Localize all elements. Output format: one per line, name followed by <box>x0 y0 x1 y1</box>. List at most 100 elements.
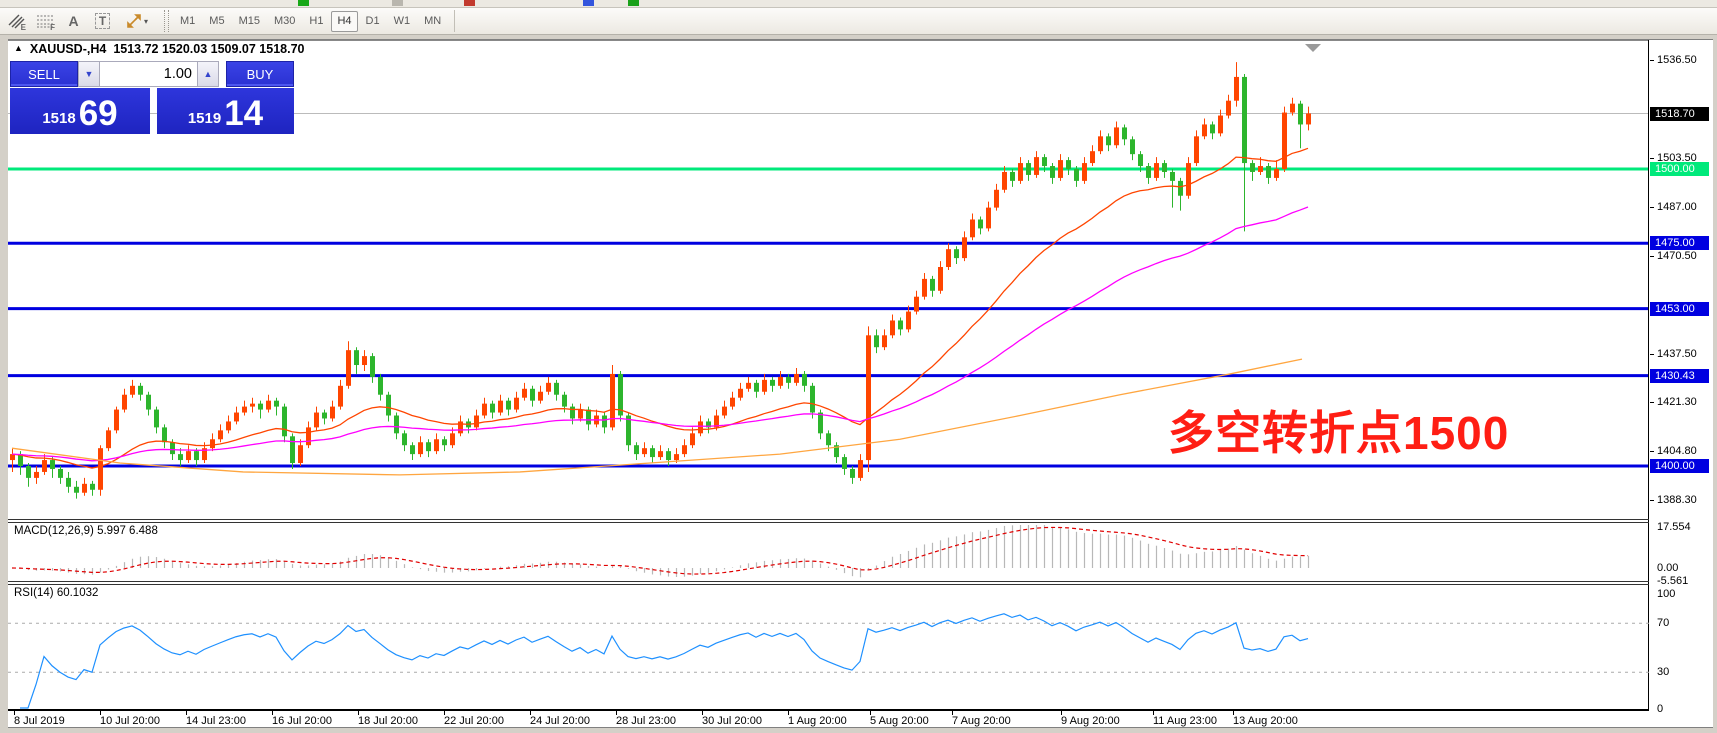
time-tick-mark <box>952 711 953 715</box>
price-tick-label: 1536.50 <box>1657 54 1697 67</box>
toolbar-separator <box>454 10 456 32</box>
chart-canvas[interactable] <box>8 40 1649 710</box>
arrows-button[interactable]: ▾ <box>118 10 156 33</box>
time-tick-label: 22 Jul 20:00 <box>444 715 504 727</box>
fibonacci-icon <box>36 13 54 29</box>
price-axis[interactable]: 1536.50 1503.50 1487.00 1470.50 1437.50 … <box>1650 40 1713 715</box>
sliver-icon <box>464 0 475 6</box>
buy-price-pips: 14 <box>224 94 264 134</box>
buy-price-stem: 1519 <box>187 110 222 127</box>
time-tick-mark <box>272 711 273 715</box>
volume-decrease-button[interactable]: ▼ <box>78 61 100 87</box>
timeframe-M1[interactable]: M1 <box>180 15 196 27</box>
time-tick-mark <box>1233 711 1234 715</box>
rsi-tick-label: 0 <box>1657 703 1664 715</box>
time-tick-mark <box>788 711 789 715</box>
price-level-badge: 1500.00 <box>1650 162 1709 176</box>
time-tick-label: 14 Jul 23:00 <box>186 715 246 727</box>
time-tick-label: 16 Jul 20:00 <box>272 715 332 727</box>
macd-tick-label: 0.00 <box>1657 562 1679 574</box>
sell-price-button[interactable]: 1518 69 <box>10 88 150 134</box>
time-tick-label: 30 Jul 20:00 <box>702 715 762 727</box>
axis-tick-mark <box>1650 60 1654 62</box>
axis-tick-mark <box>1650 158 1654 160</box>
price-tick-label: 1503.50 <box>1657 152 1697 165</box>
timeframe-D1[interactable]: D1 <box>365 15 380 27</box>
time-tick-label: 18 Jul 20:00 <box>358 715 418 727</box>
macd-tick-label: -5.561 <box>1657 575 1689 587</box>
collapse-arrow-icon[interactable]: ▲ <box>14 43 23 53</box>
timeframe-M15[interactable]: M15 <box>238 15 260 27</box>
time-tick-mark <box>530 711 531 715</box>
time-tick-label: 1 Aug 20:00 <box>788 715 847 727</box>
rsi-tick-label: 70 <box>1657 617 1670 630</box>
price-tick-label: 1388.30 <box>1657 494 1697 507</box>
timeframe-group: M1 M5 M15 M30 H1 H4 D1 W1 MN <box>173 10 448 32</box>
time-tick-label: 11 Aug 23:00 <box>1153 715 1218 727</box>
price-tick-label: 1404.80 <box>1657 445 1697 458</box>
time-tick-label: 24 Jul 20:00 <box>530 715 590 727</box>
axis-tick-mark <box>1650 402 1654 404</box>
toolbar-separator <box>164 10 169 32</box>
sliver-icon <box>298 0 309 6</box>
timeframe-H1[interactable]: H1 <box>309 15 324 27</box>
sliver-icon <box>392 0 403 6</box>
sell-button[interactable]: SELL <box>10 61 78 87</box>
sell-price-stem: 1518 <box>42 110 76 127</box>
price-level-badge: 1400.00 <box>1650 459 1709 473</box>
sliver-icon <box>628 0 639 6</box>
one-click-trading-panel: SELL ▼ ▲ BUY 1518 69 1519 14 <box>10 61 294 134</box>
axis-tick-mark <box>1650 451 1654 453</box>
ohlc-readout: 1513.72 1520.03 1509.07 1518.70 <box>113 42 305 56</box>
price-level-badge: 1430.43 <box>1650 368 1709 383</box>
chart-title: ▲ XAUUSD-,H4 1513.72 1520.03 1509.07 151… <box>14 42 304 56</box>
timeframe-M5[interactable]: M5 <box>209 15 225 27</box>
time-tick-mark <box>870 711 871 715</box>
chart-annotation: 多空转折点1500 <box>1168 407 1510 459</box>
price-tick-label: 1421.30 <box>1657 396 1697 409</box>
rsi-tick-label: 100 <box>1657 588 1676 600</box>
time-tick-label: 28 Jul 23:00 <box>616 715 676 727</box>
symbol-label: XAUUSD-,H4 <box>29 42 107 56</box>
window-edge <box>1713 39 1717 733</box>
time-tick-mark <box>100 711 101 715</box>
volume-input[interactable] <box>100 61 197 87</box>
time-tick-label: 9 Aug 20:00 <box>1061 715 1120 727</box>
volume-increase-button[interactable]: ▲ <box>197 61 219 87</box>
time-tick-mark <box>358 711 359 715</box>
text-label-icon: T <box>94 13 111 29</box>
fibonacci-button[interactable]: F <box>31 10 58 33</box>
buy-button[interactable]: BUY <box>226 61 294 87</box>
tool-glyph: F <box>50 22 55 32</box>
macd-tick-label: 17.554 <box>1657 521 1691 533</box>
time-tick-label: 13 Aug 20:00 <box>1233 715 1298 727</box>
buy-price-button[interactable]: 1519 14 <box>157 88 294 134</box>
time-tick-label: 5 Aug 20:00 <box>870 715 929 727</box>
timeframe-H4[interactable]: H4 <box>331 10 358 32</box>
axis-tick-mark <box>1650 500 1654 502</box>
dropdown-caret-icon: ▾ <box>143 16 148 26</box>
time-tick-label: 7 Aug 20:00 <box>952 715 1011 727</box>
toolbar: E F A T ▾ M1 M5 M15 M30 H1 H4 D1 W1 MN <box>0 8 1717 35</box>
timeframe-W1[interactable]: W1 <box>393 15 411 27</box>
price-level-badge: 1453.00 <box>1650 301 1709 316</box>
time-tick-mark <box>1153 711 1154 715</box>
price-tick-label: 1470.50 <box>1657 250 1697 263</box>
time-tick-mark <box>14 711 15 715</box>
time-tick-mark <box>702 711 703 715</box>
time-tick-mark <box>616 711 617 715</box>
text-label-button[interactable]: T <box>89 10 116 33</box>
time-tick-mark <box>1061 711 1062 715</box>
timeframe-MN[interactable]: MN <box>424 15 442 27</box>
price-tick-label: 1487.00 <box>1657 201 1697 214</box>
timeframe-M30[interactable]: M30 <box>273 15 296 27</box>
text-button[interactable]: A <box>60 10 87 33</box>
sell-price-pips: 69 <box>78 94 118 134</box>
text-icon: A <box>68 13 79 29</box>
equidistant-channel-button[interactable]: E <box>2 10 29 33</box>
time-axis[interactable]: 8 Jul 2019 10 Jul 20:00 14 Jul 23:00 16 … <box>8 710 1649 727</box>
time-tick-mark <box>444 711 445 715</box>
arrows-icon <box>126 13 142 29</box>
time-tick-label: 10 Jul 20:00 <box>100 715 160 727</box>
